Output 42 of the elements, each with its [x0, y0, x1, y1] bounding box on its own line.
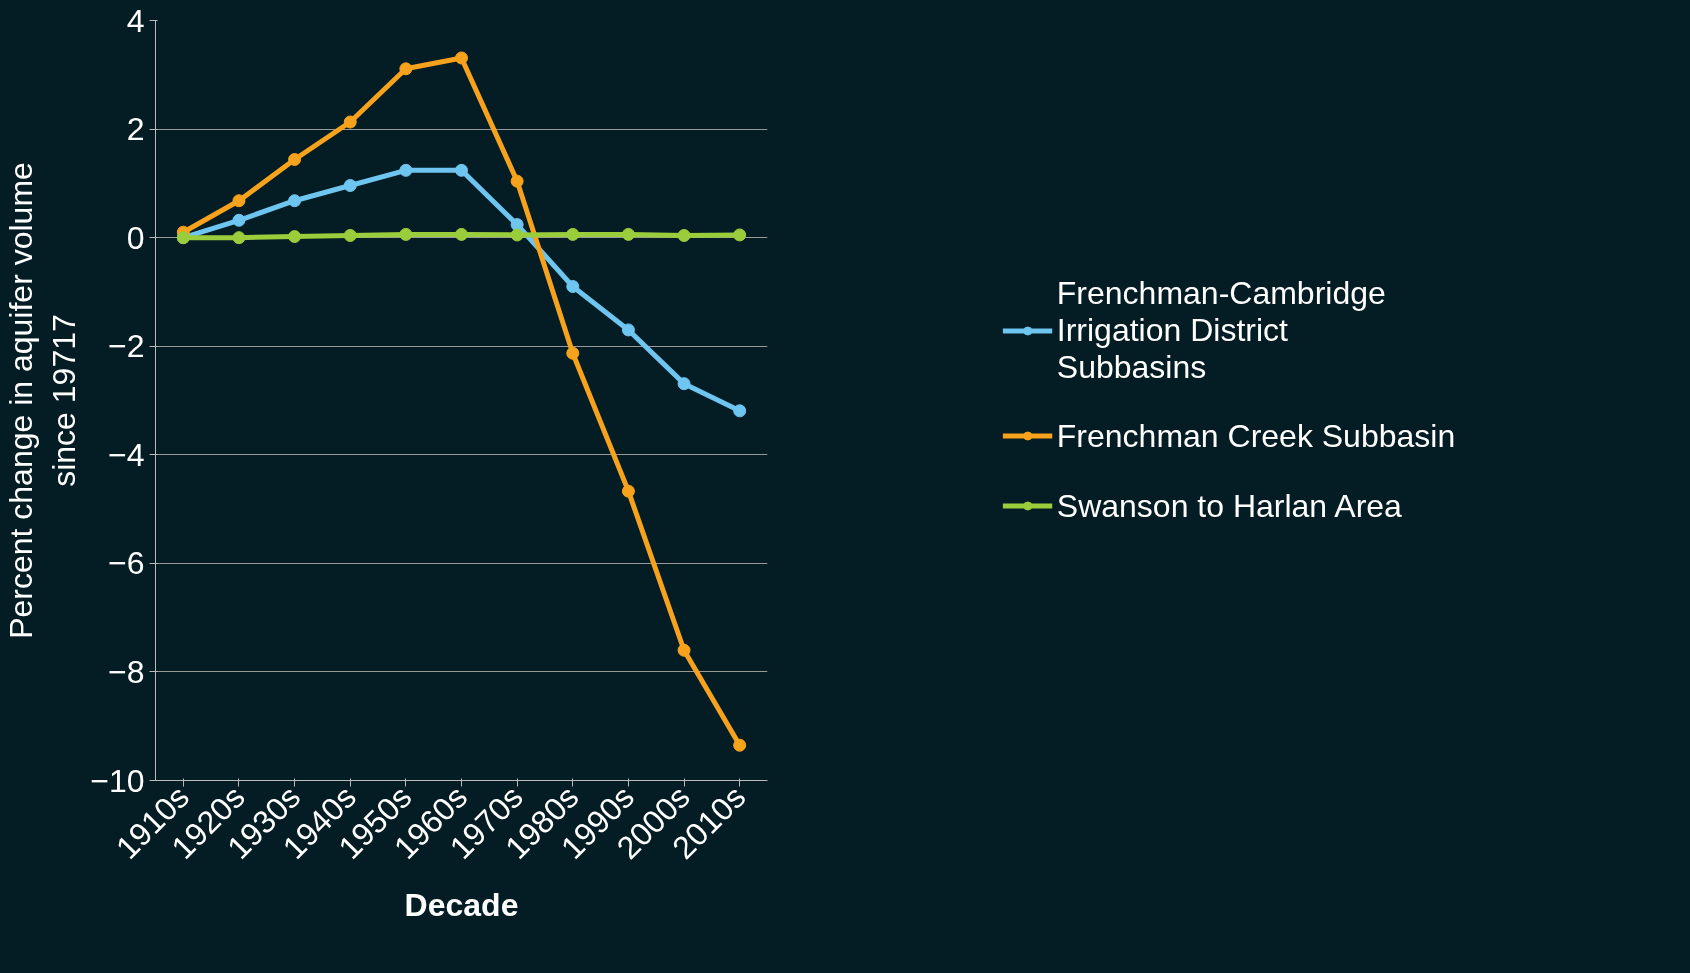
point: [510, 228, 524, 242]
point: [677, 228, 691, 242]
point: [566, 346, 580, 360]
point: [232, 213, 246, 227]
point: [343, 228, 357, 242]
point: [733, 738, 747, 752]
point: [510, 174, 524, 188]
point: [733, 228, 747, 242]
x-axis-title: Decade: [404, 886, 519, 923]
point: [399, 62, 413, 76]
point: [232, 194, 246, 208]
legend-label: Frenchman-Cambridge Irrigation District Subbasins: [1056, 274, 1386, 386]
point: [399, 163, 413, 177]
point: [677, 643, 691, 657]
point: [677, 377, 691, 391]
point: [232, 231, 246, 245]
y-tick-label: −2: [108, 328, 145, 365]
point: [621, 227, 635, 241]
y-tick-label: 4: [126, 2, 145, 39]
y-tick-label: −8: [108, 653, 145, 690]
point: [288, 194, 302, 208]
point: [733, 404, 747, 418]
point: [566, 280, 580, 293]
point: [455, 163, 468, 177]
point: [566, 227, 580, 241]
point: [343, 115, 357, 129]
point: [288, 230, 302, 244]
legend-label: Frenchman Creek Subbasin: [1056, 416, 1456, 455]
y-tick-label: 2: [126, 111, 145, 148]
y-tick-label: 0: [126, 219, 145, 256]
legend-label: Swanson to Harlan Area: [1056, 486, 1402, 525]
point: [621, 484, 635, 498]
y-tick-label: −10: [90, 762, 145, 799]
point: [399, 227, 413, 241]
y-tick-label: −6: [108, 545, 145, 582]
point: [288, 152, 302, 166]
point: [621, 323, 635, 337]
point: [343, 179, 357, 193]
y-tick-label: −4: [108, 436, 145, 473]
point: [455, 51, 468, 65]
point: [455, 227, 468, 241]
y-axis-title: Percent change in aquifer volume since 19717: [3, 162, 83, 639]
